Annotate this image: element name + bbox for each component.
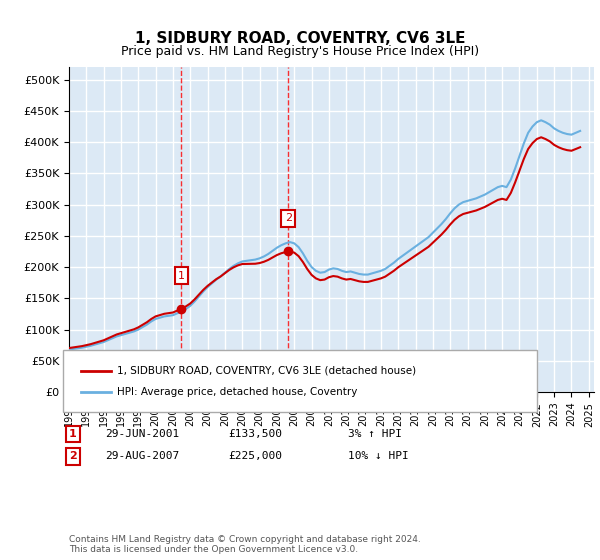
Text: 10% ↓ HPI: 10% ↓ HPI [348,451,409,461]
Text: Price paid vs. HM Land Registry's House Price Index (HPI): Price paid vs. HM Land Registry's House … [121,45,479,58]
Text: 2: 2 [285,213,292,223]
Text: £225,000: £225,000 [228,451,282,461]
Text: 1: 1 [69,429,77,439]
Text: Contains HM Land Registry data © Crown copyright and database right 2024.
This d: Contains HM Land Registry data © Crown c… [69,535,421,554]
Text: 1: 1 [178,270,185,281]
Text: 29-JUN-2001: 29-JUN-2001 [105,429,179,439]
Text: HPI: Average price, detached house, Coventry: HPI: Average price, detached house, Cove… [117,387,358,397]
Text: 3% ↑ HPI: 3% ↑ HPI [348,429,402,439]
Text: 29-AUG-2007: 29-AUG-2007 [105,451,179,461]
Text: 1, SIDBURY ROAD, COVENTRY, CV6 3LE: 1, SIDBURY ROAD, COVENTRY, CV6 3LE [135,31,465,46]
Text: 2: 2 [69,451,77,461]
Text: 1, SIDBURY ROAD, COVENTRY, CV6 3LE (detached house): 1, SIDBURY ROAD, COVENTRY, CV6 3LE (deta… [117,366,416,376]
Text: £133,500: £133,500 [228,429,282,439]
